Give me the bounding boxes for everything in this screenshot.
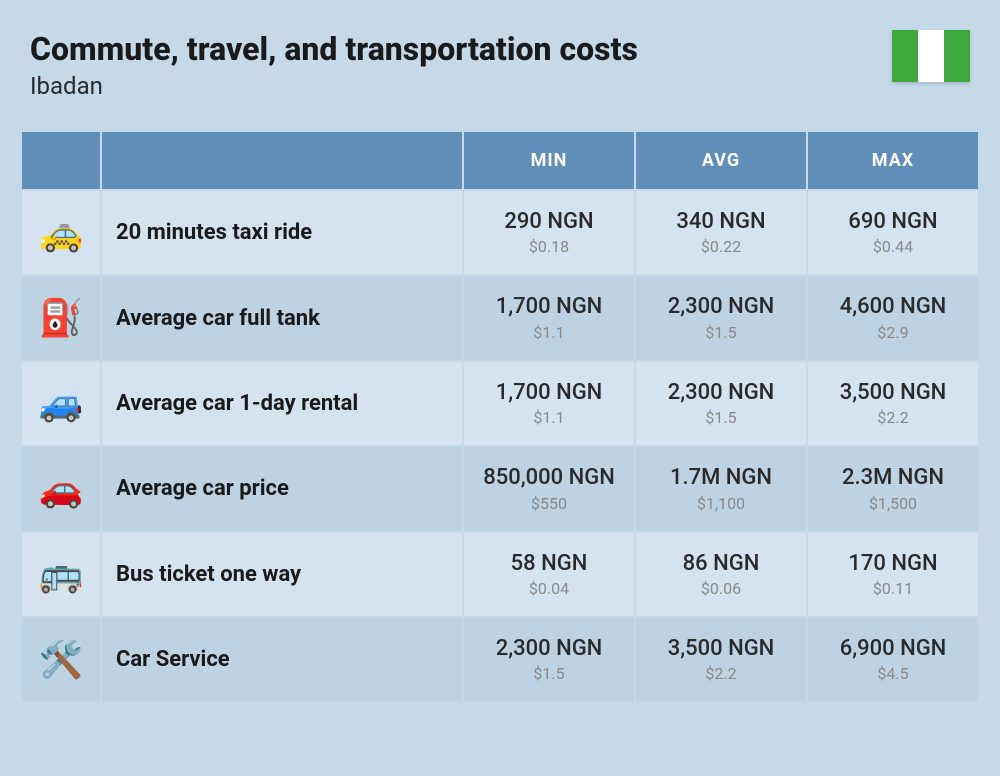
value-ngn: 340 NGN (646, 209, 796, 235)
cell-avg: 1.7M NGN $1,100 (636, 447, 806, 530)
row-label: Average car price (102, 447, 462, 530)
header-text: Commute, travel, and transportation cost… (30, 30, 638, 100)
value-ngn: 3,500 NGN (818, 380, 968, 406)
header-label-col (102, 132, 462, 189)
value-usd: $550 (474, 494, 624, 513)
bus-icon: 🚌 (22, 533, 100, 616)
value-usd: $0.44 (818, 237, 968, 256)
table-row: 🛠️Car Service 2,300 NGN $1.5 3,500 NGN $2.2 6… (22, 618, 978, 701)
value-ngn: 3,500 NGN (646, 636, 796, 662)
cell-avg: 2,300 NGN $1.5 (636, 276, 806, 359)
value-ngn: 690 NGN (818, 209, 968, 235)
value-usd: $1.1 (474, 323, 624, 342)
costs-table: MIN AVG MAX 🚕20 minutes taxi ride290 NGN… (20, 130, 980, 703)
page-title: Commute, travel, and transportation cost… (30, 30, 638, 68)
value-ngn: 2,300 NGN (646, 380, 796, 406)
row-label: 20 minutes taxi ride (102, 191, 462, 274)
cell-max: 6,900 NGN $4.5 (808, 618, 978, 701)
value-ngn: 1.7M NGN (646, 465, 796, 491)
value-usd: $2.2 (646, 664, 796, 683)
value-usd: $2.2 (818, 408, 968, 427)
flag-stripe (892, 30, 918, 82)
value-ngn: 6,900 NGN (818, 636, 968, 662)
value-usd: $0.06 (646, 579, 796, 598)
value-usd: $1,500 (818, 494, 968, 513)
cell-min: 1,700 NGN $1.1 (464, 362, 634, 445)
car-rental-icon: 🚙 (22, 362, 100, 445)
value-usd: $0.22 (646, 237, 796, 256)
value-usd: $1,100 (646, 494, 796, 513)
cell-min: 850,000 NGN $550 (464, 447, 634, 530)
header-icon-col (22, 132, 100, 189)
cell-max: 2.3M NGN $1,500 (808, 447, 978, 530)
page-container: Commute, travel, and transportation cost… (0, 0, 1000, 723)
car-service-icon: 🛠️ (22, 618, 100, 701)
car-icon: 🚗 (22, 447, 100, 530)
taxi-icon: 🚕 (22, 191, 100, 274)
value-usd: $4.5 (818, 664, 968, 683)
table-row: 🚌Bus ticket one way 58 NGN $0.04 86 NGN $0.0… (22, 533, 978, 616)
cell-min: 58 NGN $0.04 (464, 533, 634, 616)
cell-avg: 340 NGN $0.22 (636, 191, 806, 274)
row-label: Car Service (102, 618, 462, 701)
value-ngn: 290 NGN (474, 209, 624, 235)
table-row: 🚗Average car price 850,000 NGN $550 1.7M NG… (22, 447, 978, 530)
cell-max: 4,600 NGN $2.9 (808, 276, 978, 359)
table-row: ⛽Average car full tank 1,700 NGN $1.1 2,300… (22, 276, 978, 359)
cell-avg: 2,300 NGN $1.5 (636, 362, 806, 445)
value-usd: $1.5 (474, 664, 624, 683)
header-avg: AVG (636, 132, 806, 189)
flag-stripe (944, 30, 970, 82)
cell-min: 2,300 NGN $1.5 (464, 618, 634, 701)
page-subtitle: Ibadan (30, 72, 638, 100)
table-row: 🚙Average car 1-day rental 1,700 NGN $1.1 2,… (22, 362, 978, 445)
cell-min: 290 NGN $0.18 (464, 191, 634, 274)
cell-avg: 86 NGN $0.06 (636, 533, 806, 616)
row-label: Average car 1-day rental (102, 362, 462, 445)
value-usd: $0.18 (474, 237, 624, 256)
flag-stripe (918, 30, 944, 82)
cell-min: 1,700 NGN $1.1 (464, 276, 634, 359)
row-label: Average car full tank (102, 276, 462, 359)
fuel-pump-icon: ⛽ (22, 276, 100, 359)
cell-avg: 3,500 NGN $2.2 (636, 618, 806, 701)
header: Commute, travel, and transportation cost… (20, 30, 980, 100)
value-usd: $1.5 (646, 408, 796, 427)
value-ngn: 1,700 NGN (474, 380, 624, 406)
table-header-row: MIN AVG MAX (22, 132, 978, 189)
value-ngn: 86 NGN (646, 551, 796, 577)
row-label: Bus ticket one way (102, 533, 462, 616)
value-ngn: 2,300 NGN (474, 636, 624, 662)
value-ngn: 2.3M NGN (818, 465, 968, 491)
header-min: MIN (464, 132, 634, 189)
header-max: MAX (808, 132, 978, 189)
value-ngn: 170 NGN (818, 551, 968, 577)
value-ngn: 1,700 NGN (474, 294, 624, 320)
value-ngn: 4,600 NGN (818, 294, 968, 320)
cell-max: 170 NGN $0.11 (808, 533, 978, 616)
value-ngn: 58 NGN (474, 551, 624, 577)
flag-nigeria (892, 30, 970, 82)
value-usd: $0.11 (818, 579, 968, 598)
cell-max: 690 NGN $0.44 (808, 191, 978, 274)
value-usd: $1.1 (474, 408, 624, 427)
table-row: 🚕20 minutes taxi ride 290 NGN $0.18 340 NGN… (22, 191, 978, 274)
value-ngn: 2,300 NGN (646, 294, 796, 320)
value-usd: $1.5 (646, 323, 796, 342)
cell-max: 3,500 NGN $2.2 (808, 362, 978, 445)
value-ngn: 850,000 NGN (474, 465, 624, 491)
value-usd: $0.04 (474, 579, 624, 598)
value-usd: $2.9 (818, 323, 968, 342)
